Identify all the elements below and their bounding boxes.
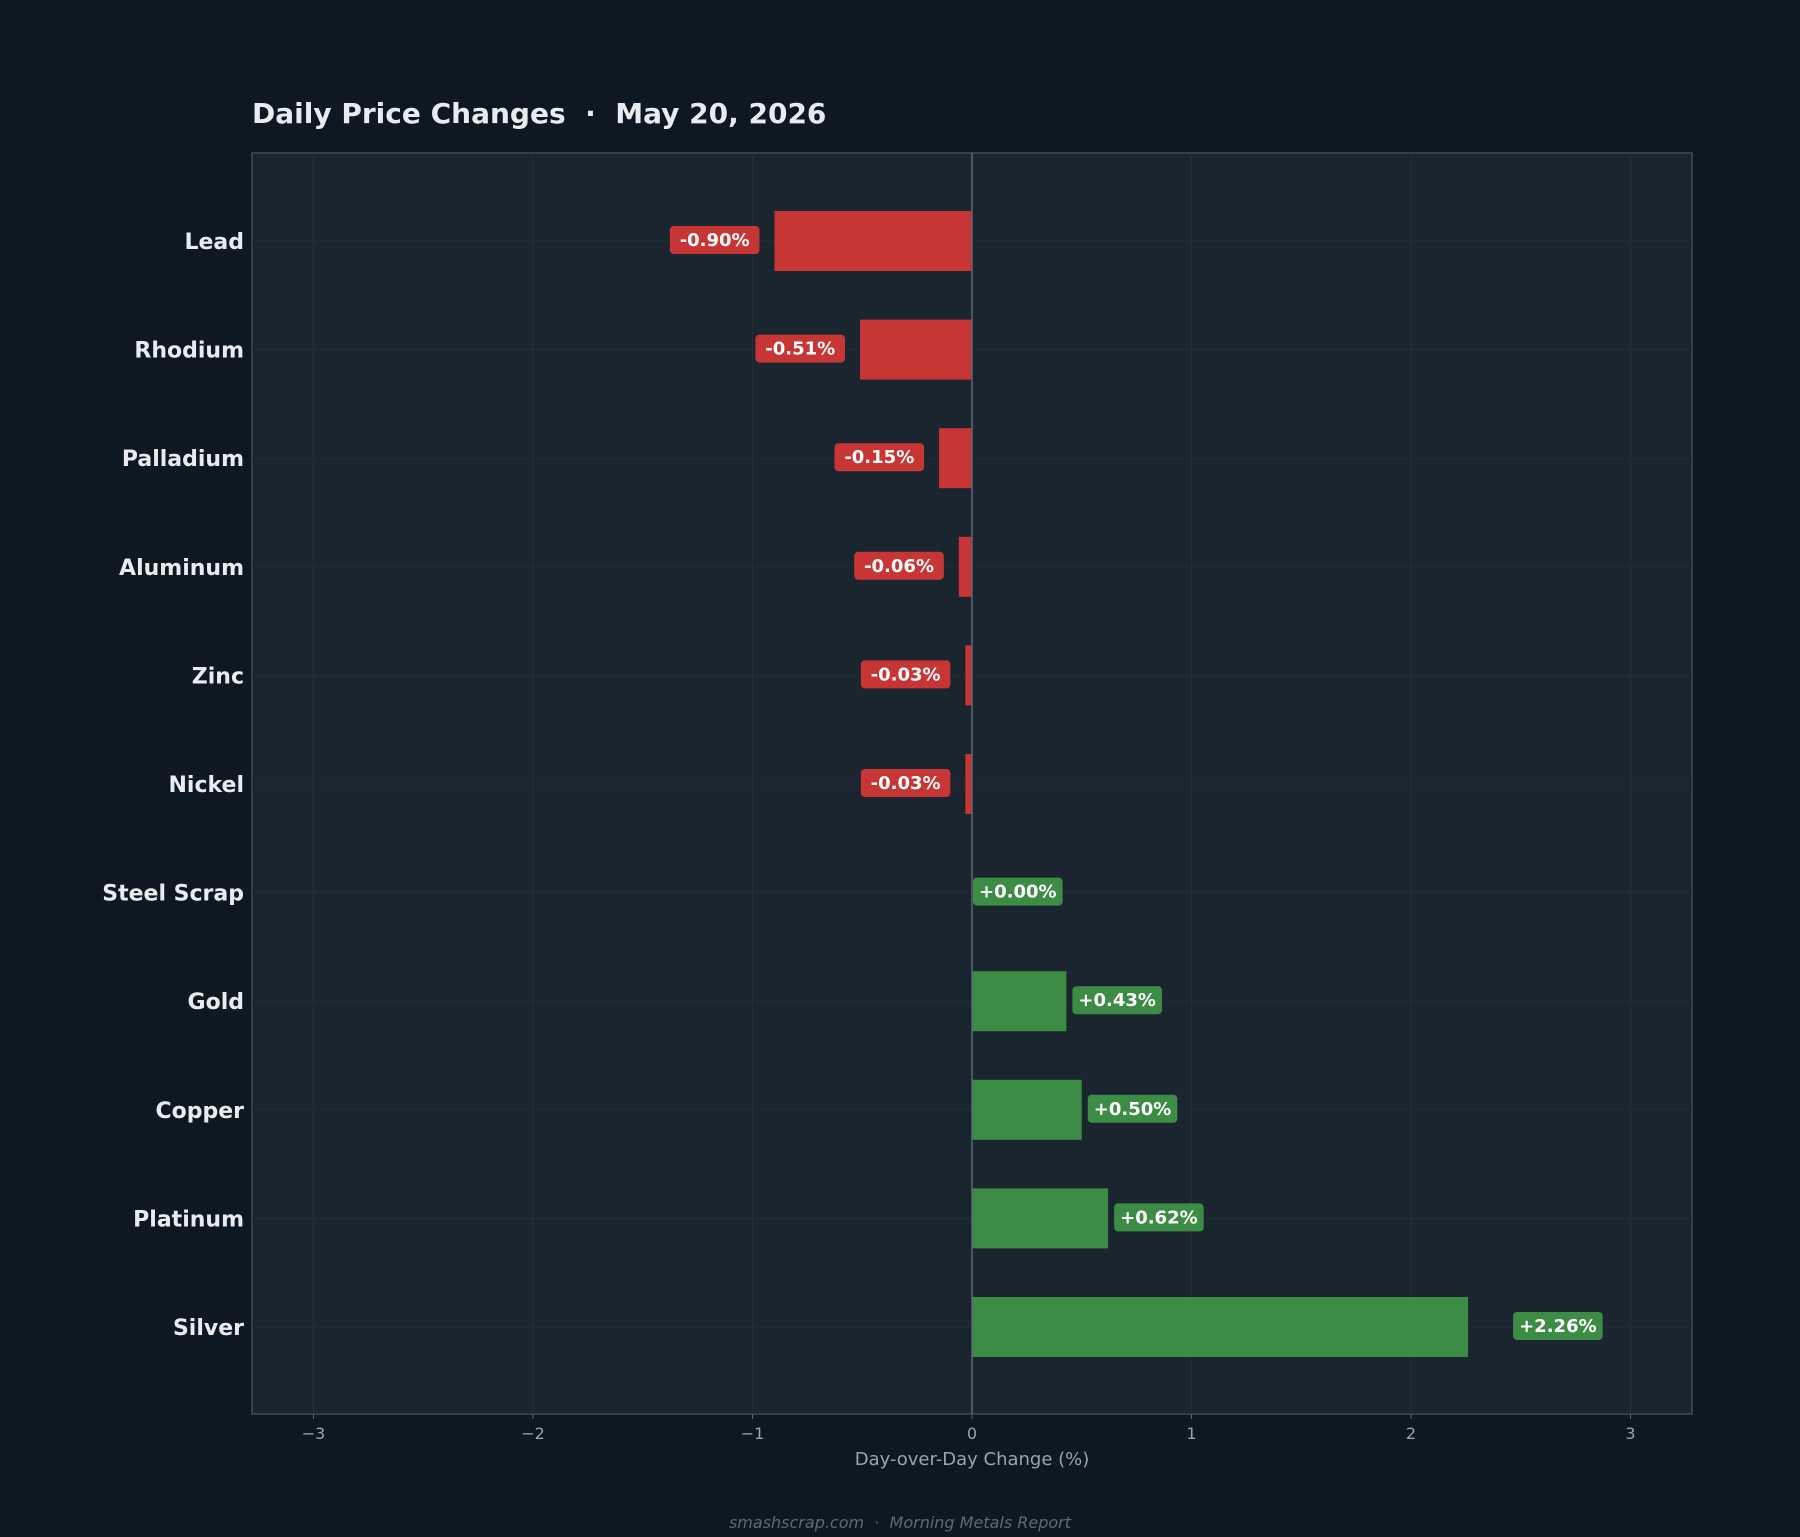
- value-label: -0.15%: [844, 447, 914, 468]
- value-badge: [834, 443, 925, 472]
- value-label: +0.00%: [979, 882, 1057, 903]
- x-axis-label: Day-over-Day Change (%): [855, 1449, 1090, 1470]
- value-label: -0.03%: [871, 664, 941, 685]
- x-tick-label: −3: [302, 1424, 326, 1443]
- category-label: Rhodium: [134, 339, 244, 364]
- x-tick-label: −1: [741, 1424, 765, 1443]
- category-label: Palladium: [122, 447, 244, 472]
- bar: [972, 1188, 1109, 1249]
- value-badge: [854, 551, 944, 580]
- category-label: Steel Scrap: [102, 882, 244, 907]
- labels-layer: Lead -0.90% Rhodium -0.51% Palladium -0.15% Al…: [102, 226, 1603, 1341]
- category-label: Platinum: [133, 1207, 244, 1232]
- x-tick-label: 1: [1186, 1424, 1196, 1443]
- value-badge: [669, 226, 760, 254]
- bar: [774, 211, 972, 271]
- bar: [958, 536, 972, 597]
- category-label: Aluminum: [119, 556, 244, 581]
- category-label: Lead: [184, 230, 244, 255]
- footer-credit: smashscrap.com · Morning Metals Report: [729, 1513, 1072, 1532]
- value-label: -0.90%: [680, 230, 750, 251]
- value-label: +0.43%: [1078, 990, 1156, 1011]
- bars-layer: [774, 211, 1469, 1357]
- x-tick-label: 0: [967, 1424, 977, 1443]
- bar: [972, 1297, 1469, 1357]
- bar: [972, 1079, 1082, 1140]
- bar: [972, 971, 1067, 1032]
- bar: [939, 428, 972, 489]
- value-badge: [973, 877, 1063, 906]
- value-badge: [1087, 1094, 1178, 1123]
- value-label: +0.62%: [1120, 1207, 1198, 1228]
- value-label: -0.06%: [864, 556, 934, 577]
- chart-title: Daily Price Changes · May 20, 2026: [252, 97, 826, 130]
- value-label: +0.50%: [1094, 1099, 1172, 1120]
- bar: [965, 645, 972, 706]
- category-label: Gold: [188, 990, 244, 1015]
- category-label: Zinc: [192, 664, 244, 689]
- bar: [860, 319, 972, 380]
- bar: [965, 754, 972, 814]
- value-badge: [1114, 1203, 1204, 1232]
- category-label: Silver: [173, 1316, 244, 1341]
- axis-layer: −3 −2 −1 0 1 2 3: [302, 153, 1636, 1443]
- category-label: Nickel: [169, 773, 245, 798]
- x-tick-label: 3: [1625, 1424, 1635, 1443]
- x-tick-label: 2: [1406, 1424, 1416, 1443]
- value-badge: [860, 660, 951, 689]
- value-badge: [1513, 1312, 1603, 1340]
- value-label: -0.51%: [765, 339, 835, 360]
- value-badge: [755, 334, 846, 363]
- category-label: Copper: [155, 1099, 244, 1124]
- value-label: +2.26%: [1519, 1316, 1597, 1337]
- x-tick-label: −2: [521, 1424, 545, 1443]
- value-badge: [860, 769, 951, 797]
- value-badge: [1072, 986, 1162, 1015]
- value-label: -0.03%: [871, 773, 941, 794]
